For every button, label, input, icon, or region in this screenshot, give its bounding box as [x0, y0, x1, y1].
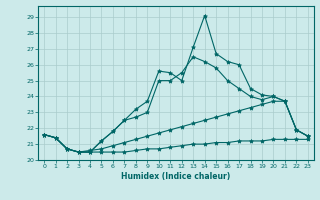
- X-axis label: Humidex (Indice chaleur): Humidex (Indice chaleur): [121, 172, 231, 181]
